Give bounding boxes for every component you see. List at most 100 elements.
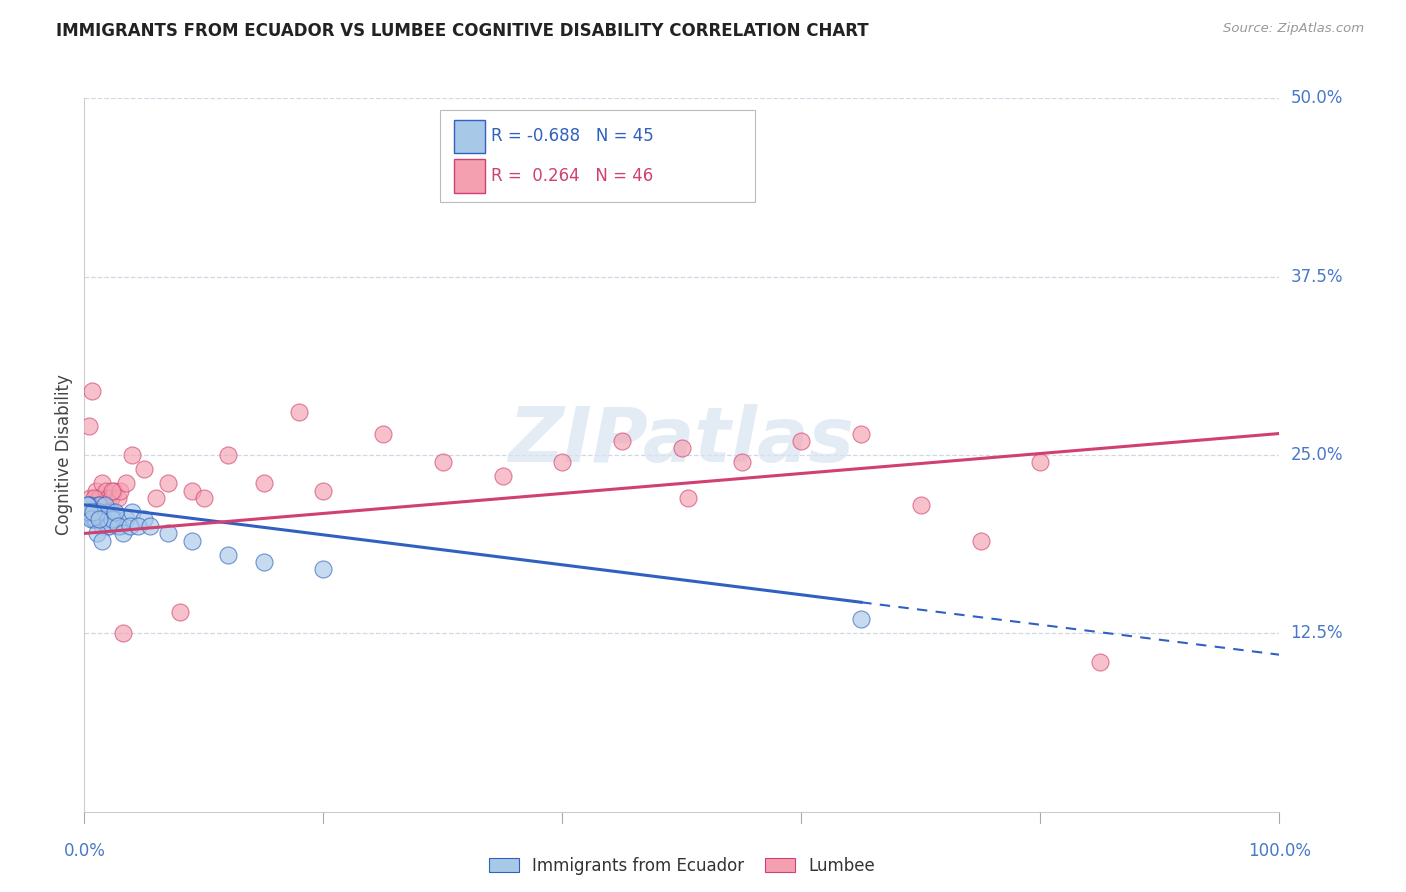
Point [93, 498, 115, 512]
Point [94, 505, 117, 519]
Point [79, 498, 101, 512]
Point [84, 505, 107, 519]
Point [86, 505, 108, 519]
Text: 100.0%: 100.0% [1249, 842, 1310, 860]
Point [118, 519, 141, 533]
Point [180, 533, 202, 548]
Point [82, 512, 104, 526]
Point [90, 512, 112, 526]
Point [849, 612, 872, 626]
Point [790, 434, 813, 448]
Point [87, 498, 110, 512]
Point [107, 491, 129, 505]
Point [1029, 455, 1052, 469]
Point [100, 491, 122, 505]
Point [76, 498, 98, 512]
Point [103, 483, 125, 498]
Point [77, 505, 100, 519]
Point [80, 384, 103, 398]
Text: IMMIGRANTS FROM ECUADOR VS LUMBEE COGNITIVE DISABILITY CORRELATION CHART: IMMIGRANTS FROM ECUADOR VS LUMBEE COGNIT… [56, 22, 869, 40]
Point [253, 476, 276, 491]
Point [139, 519, 162, 533]
Point [80, 505, 103, 519]
Point [132, 512, 156, 526]
Point [492, 469, 515, 483]
Text: ZIPatlas: ZIPatlas [509, 404, 855, 477]
Point [312, 483, 335, 498]
Point [77, 505, 100, 519]
Point [83, 512, 105, 526]
Point [86, 526, 108, 541]
Point [671, 441, 693, 455]
Point [288, 405, 311, 419]
Point [83, 491, 105, 505]
Point [90, 498, 112, 512]
Point [97, 491, 120, 505]
Point [970, 533, 993, 548]
Point [86, 498, 108, 512]
Point [115, 476, 138, 491]
Point [731, 455, 754, 469]
Text: 0.0%: 0.0% [63, 842, 105, 860]
Point [676, 491, 699, 505]
Point [97, 512, 120, 526]
Point [180, 483, 202, 498]
Point [157, 476, 180, 491]
Point [127, 519, 149, 533]
Point [432, 455, 454, 469]
Point [169, 605, 191, 619]
Point [1088, 655, 1111, 669]
Point [98, 519, 121, 533]
Point [77, 498, 100, 512]
Point [82, 505, 104, 519]
Point [849, 426, 872, 441]
Point [89, 505, 111, 519]
Point [101, 512, 124, 526]
Point [104, 505, 127, 519]
Point [110, 483, 132, 498]
Text: R =  0.264   N = 46: R = 0.264 N = 46 [491, 167, 652, 185]
Point [217, 548, 239, 562]
Point [157, 526, 180, 541]
Point [371, 426, 394, 441]
Legend: Immigrants from Ecuador, Lumbee: Immigrants from Ecuador, Lumbee [489, 856, 875, 875]
Point [132, 462, 156, 476]
Point [610, 434, 633, 448]
Point [87, 491, 110, 505]
Point [111, 526, 134, 541]
Point [100, 505, 122, 519]
Point [84, 483, 107, 498]
Point [115, 512, 138, 526]
Point [77, 505, 100, 519]
Point [312, 562, 335, 576]
Point [93, 512, 115, 526]
Point [89, 512, 111, 526]
Point [77, 419, 100, 434]
Point [79, 491, 101, 505]
Point [217, 448, 239, 462]
Point [82, 498, 104, 512]
Point [121, 448, 143, 462]
Point [96, 519, 118, 533]
Point [101, 483, 124, 498]
Text: 37.5%: 37.5% [1291, 268, 1343, 285]
Text: 50.0%: 50.0% [1291, 89, 1343, 107]
Point [193, 491, 215, 505]
Point [111, 626, 134, 640]
Y-axis label: Cognitive Disability: Cognitive Disability [55, 375, 73, 535]
Point [551, 455, 574, 469]
Point [253, 555, 276, 569]
Point [80, 512, 103, 526]
Point [103, 512, 125, 526]
Point [910, 498, 932, 512]
Point [107, 519, 129, 533]
Text: R = -0.688   N = 45: R = -0.688 N = 45 [491, 128, 654, 145]
Point [91, 476, 114, 491]
Point [84, 505, 107, 519]
Point [145, 491, 167, 505]
Point [90, 533, 112, 548]
Point [84, 512, 107, 526]
Point [110, 519, 132, 533]
Point [121, 505, 143, 519]
Point [94, 483, 117, 498]
